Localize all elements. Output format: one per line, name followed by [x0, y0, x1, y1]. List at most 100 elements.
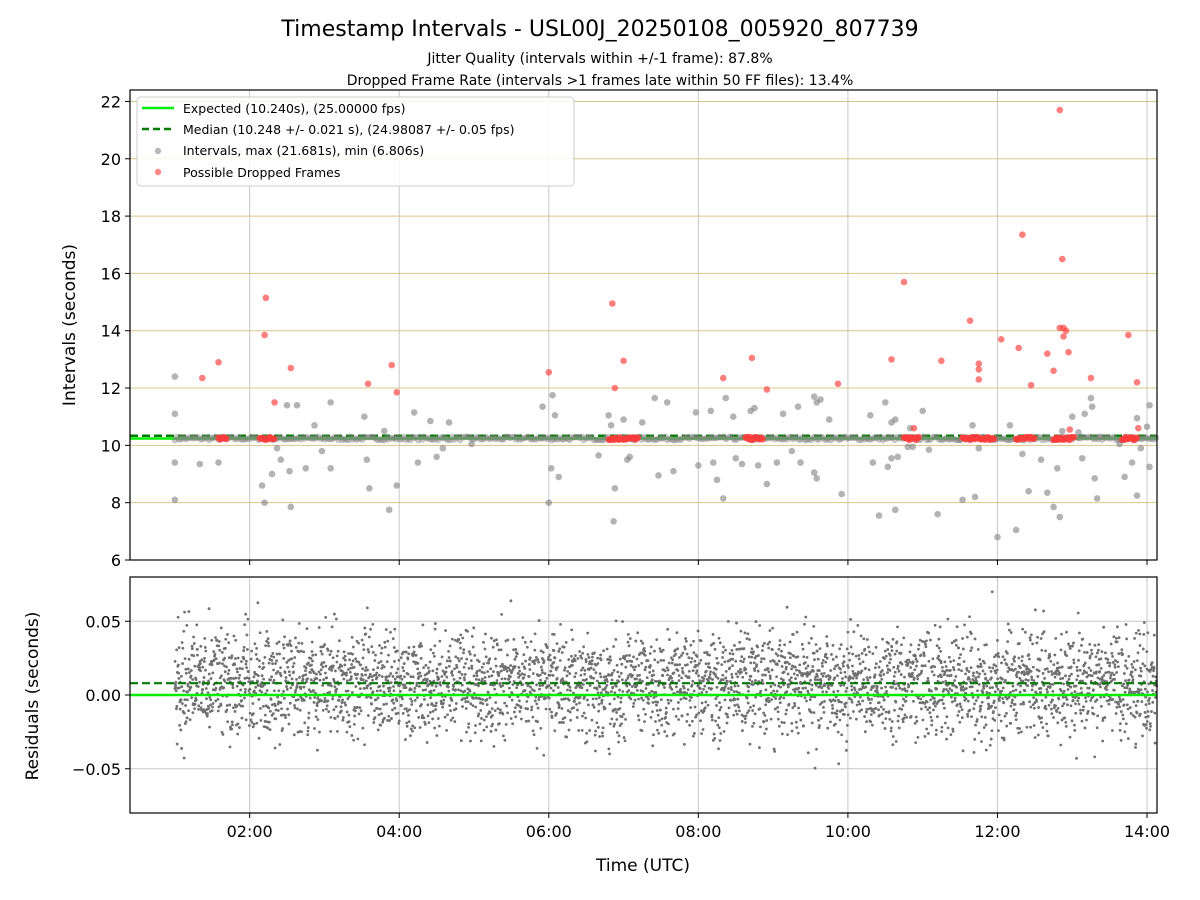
interval-point: [724, 435, 731, 442]
residual-point: [387, 653, 390, 657]
residual-point: [648, 670, 652, 674]
residual-point: [977, 665, 981, 669]
residual-point: [765, 719, 769, 722]
residual-point: [1111, 698, 1115, 701]
residual-point: [322, 660, 326, 664]
residual-point: [405, 707, 408, 711]
residual-point: [633, 698, 637, 702]
residual-point: [1056, 706, 1060, 710]
residual-point: [1008, 628, 1011, 632]
residual-point: [615, 731, 619, 734]
residual-point: [796, 731, 800, 735]
interval-point: [921, 433, 928, 441]
residual-point: [1082, 705, 1085, 709]
residual-point: [1039, 637, 1043, 640]
residual-point: [958, 663, 961, 666]
residual-point: [857, 654, 861, 657]
interval-point: [1077, 435, 1084, 442]
residual-point: [973, 637, 977, 641]
residual-point: [232, 706, 235, 710]
residual-point: [879, 674, 883, 678]
residual-point: [472, 626, 476, 630]
interval-point: [1102, 434, 1110, 442]
interval-point: [720, 433, 727, 441]
residual-point: [494, 664, 498, 668]
interval-point: [369, 433, 376, 441]
residual-point: [504, 722, 508, 726]
interval-point: [951, 436, 958, 443]
residual-point: [290, 649, 293, 653]
interval-point: [526, 435, 534, 442]
interval-point: [508, 434, 516, 441]
residual-point: [727, 687, 730, 690]
residual-point: [1145, 720, 1149, 723]
residual-point: [298, 708, 302, 712]
residual-point: [940, 725, 944, 729]
residual-point: [788, 678, 791, 682]
residual-point: [703, 684, 707, 688]
residual-point: [211, 702, 215, 705]
residual-point: [290, 657, 294, 661]
interval-point: [799, 433, 807, 441]
residual-point: [726, 619, 730, 623]
residual-point: [1072, 658, 1076, 662]
interval-point: [684, 434, 691, 441]
residual-point: [651, 669, 655, 673]
residual-point: [1043, 667, 1047, 671]
residual-point: [337, 639, 341, 643]
residual-point: [623, 739, 627, 743]
residual-point: [275, 659, 278, 663]
residual-point: [573, 699, 576, 703]
residual-point: [287, 713, 291, 717]
residual-point: [242, 645, 246, 649]
residual-point: [449, 718, 453, 722]
residual-point: [494, 657, 497, 661]
residual-point: [332, 708, 336, 712]
residual-point: [433, 726, 437, 730]
residual-point: [567, 658, 571, 661]
residual-point: [597, 696, 601, 699]
residual-point: [731, 657, 735, 661]
residual-point: [1043, 704, 1047, 708]
residual-point: [475, 669, 479, 673]
interval-point: [331, 434, 338, 441]
residual-point: [914, 657, 918, 661]
residual-point: [669, 699, 673, 703]
residual-point: [764, 688, 768, 692]
residual-point: [697, 711, 701, 715]
residual-point: [729, 686, 733, 689]
residual-point: [350, 691, 354, 694]
residual-point: [312, 689, 315, 692]
residual-point: [1035, 641, 1039, 645]
residual-point: [579, 684, 582, 688]
interval-point: [931, 434, 938, 441]
residual-point: [442, 698, 446, 702]
residual-point: [529, 685, 532, 689]
residual-point: [1063, 716, 1067, 720]
residual-point: [852, 630, 856, 634]
residual-point: [390, 717, 393, 720]
residual-point: [1052, 706, 1056, 710]
residual-point: [237, 676, 241, 680]
dropped-frame-point: [1135, 424, 1142, 432]
residual-point: [747, 689, 750, 693]
residual-point: [631, 674, 634, 677]
residual-point: [628, 654, 631, 657]
residual-point: [1108, 676, 1112, 680]
residual-point: [926, 708, 930, 712]
residual-point: [957, 668, 961, 672]
residual-point: [238, 666, 242, 670]
residual-point: [950, 700, 954, 704]
residual-point: [859, 634, 863, 638]
interval-point: [726, 433, 733, 441]
residual-point: [373, 709, 376, 713]
residual-point: [812, 711, 816, 714]
interval-point: [241, 435, 248, 443]
residual-point: [865, 707, 869, 711]
residual-point: [511, 667, 515, 671]
residual-point: [1045, 667, 1049, 671]
residual-point: [604, 675, 608, 678]
residual-point: [690, 719, 694, 723]
dropped-frame-point: [364, 380, 372, 388]
residual-point: [1066, 703, 1069, 707]
